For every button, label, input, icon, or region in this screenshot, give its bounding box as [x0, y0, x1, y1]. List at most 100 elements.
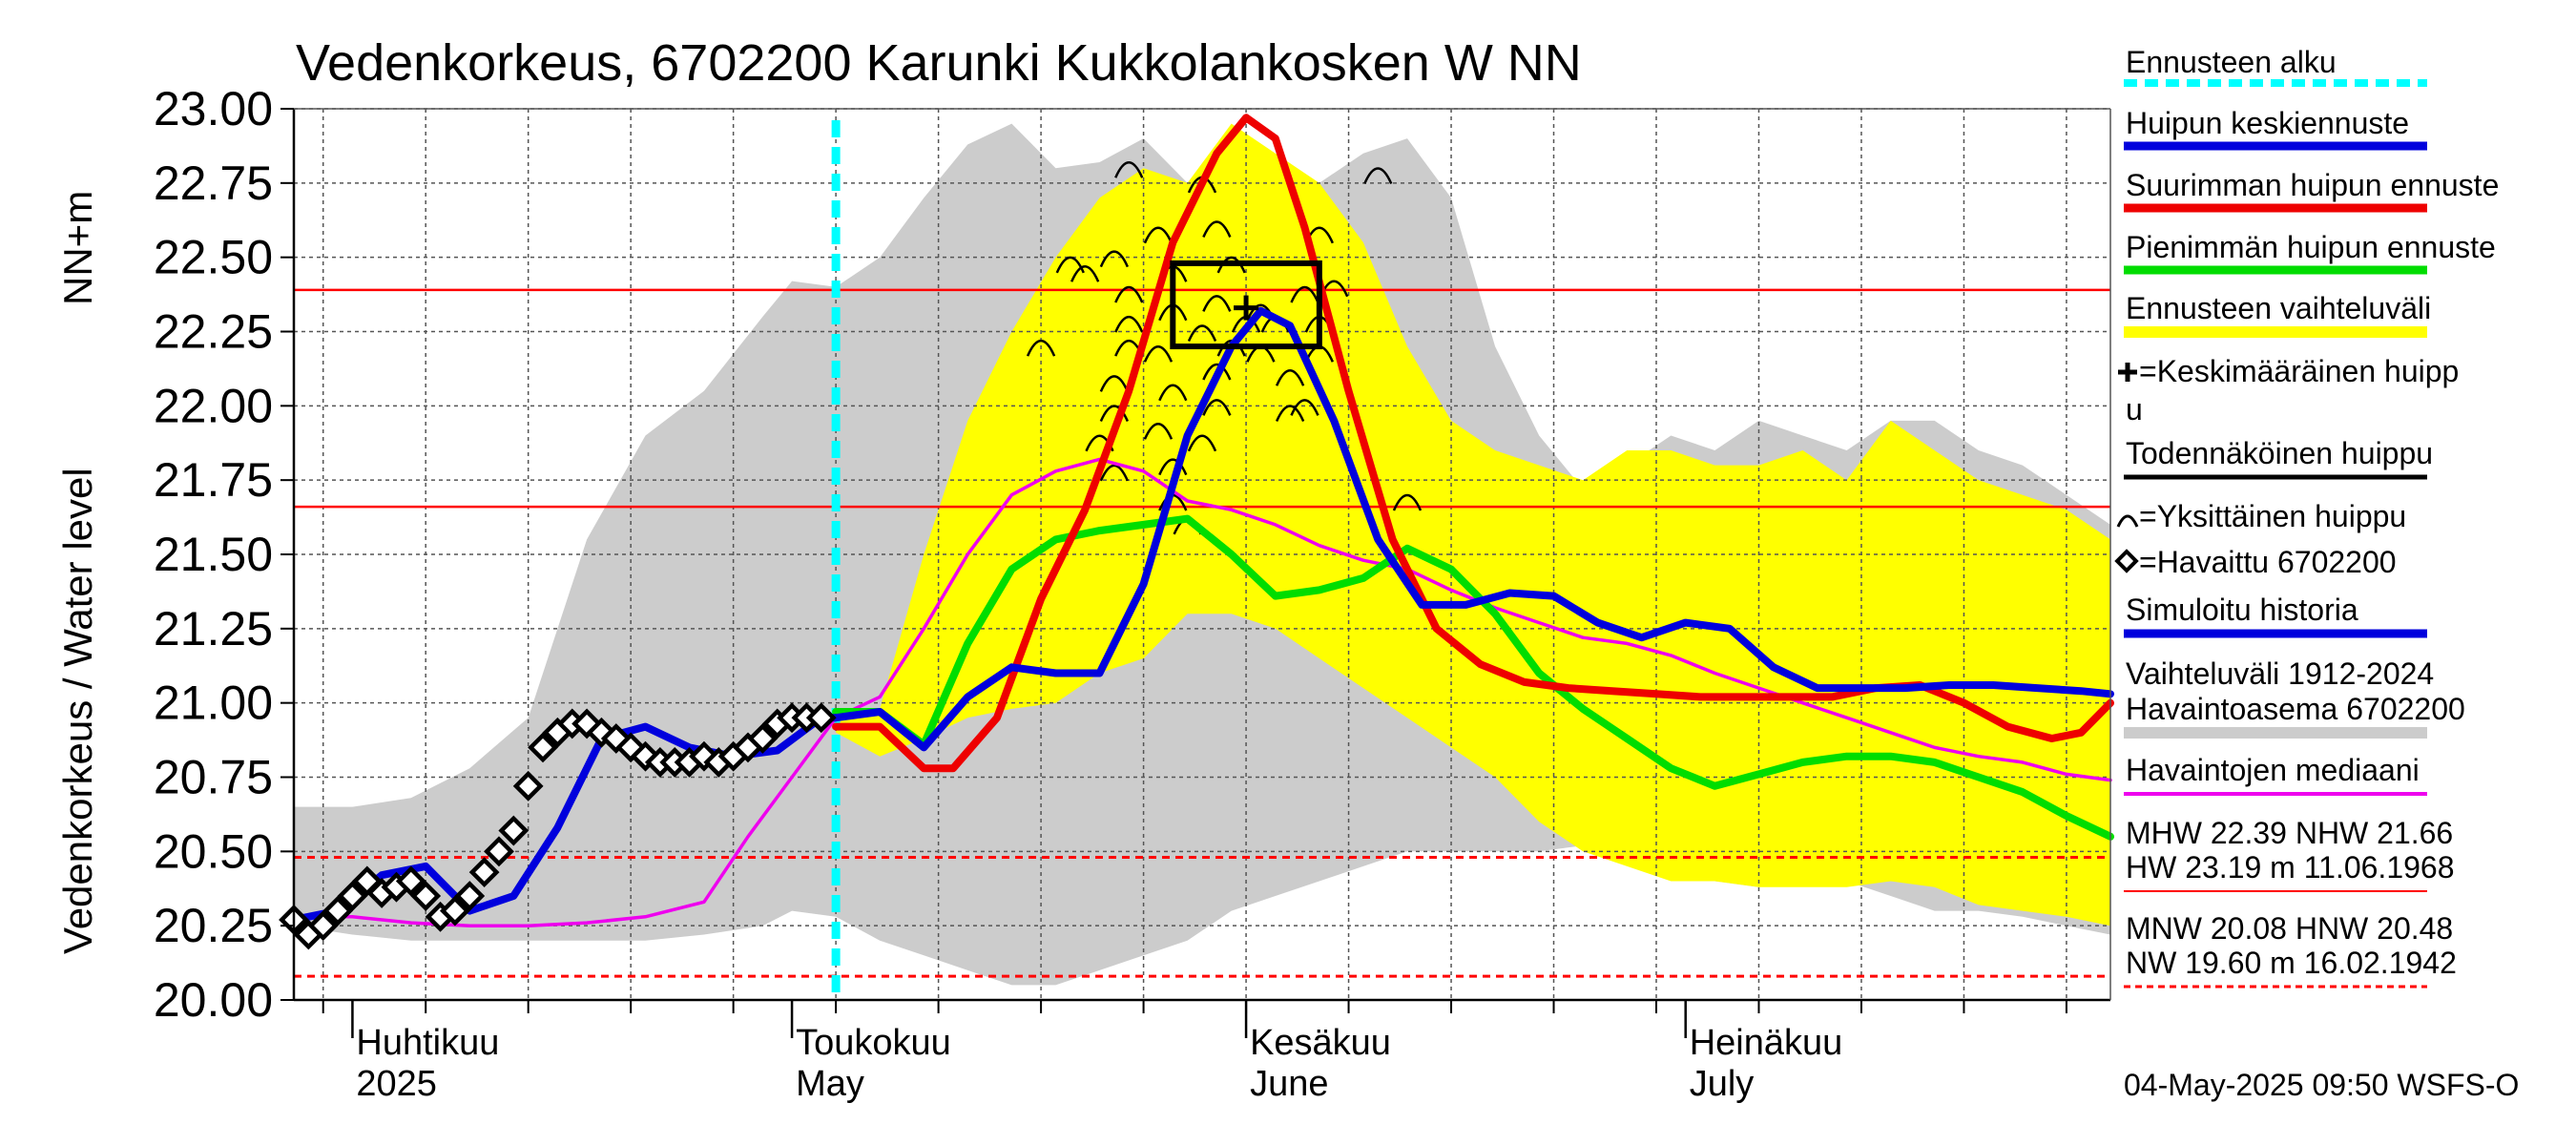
- series-layer: [290, 114, 2114, 927]
- individual-peak-marker: [1275, 405, 1305, 423]
- y-tick-label: 20.75: [154, 751, 273, 804]
- y-tick-label: 21.25: [154, 602, 273, 656]
- legend-likely-peak-label: Todennäköinen huippu: [2126, 436, 2433, 470]
- individual-peak-marker: [1290, 399, 1319, 416]
- y-axis-label: Vedenkorkeus / Water level: [55, 468, 100, 954]
- y-axis-unit: NN+m: [55, 191, 100, 305]
- individual-peak-marker: [1187, 324, 1217, 343]
- legend-stats-mnw: MNW 20.08 HNW 20.48: [2126, 911, 2453, 946]
- observed-point: [454, 881, 486, 911]
- legend-avg-peak-label-cont: u: [2126, 392, 2143, 427]
- individual-peak-marker: [1099, 375, 1130, 392]
- individual-peak-marker: [1216, 256, 1246, 274]
- legend-avg-peak-label: =Keskimääräinen huipp: [2139, 354, 2459, 388]
- observed-point: [512, 770, 544, 802]
- legend-stats-mhw: MHW 22.39 NHW 21.66: [2126, 816, 2453, 850]
- legend-single-peak-label: =Yksittäinen huippu: [2139, 499, 2406, 533]
- legend-mean-peak-label: Huipun keskiennuste: [2126, 106, 2409, 140]
- legend-observed-icon: [2114, 549, 2139, 573]
- y-tick-label: 22.50: [154, 231, 273, 284]
- legend-avg-peak-icon: [2118, 363, 2137, 382]
- observed-point: [439, 895, 470, 926]
- legend-hist-range-label: Vaihteluväli 1912-2024: [2126, 656, 2434, 691]
- individual-peak-marker: [1392, 493, 1423, 511]
- y-tick-label: 21.00: [154, 677, 273, 730]
- legend-single-peak-icon: [2116, 514, 2139, 528]
- individual-peak-marker: [1290, 285, 1319, 303]
- x-month-label-fi: Toukokuu: [796, 1023, 951, 1063]
- individual-peak-marker: [1158, 384, 1188, 402]
- y-tick-label: 20.50: [154, 824, 273, 878]
- observed-point: [337, 881, 368, 911]
- individual-peak-marker: [1114, 315, 1144, 333]
- chart-title: Vedenkorkeus, 6702200 Karunki Kukkolanko…: [296, 34, 1582, 92]
- observed-layer: [279, 702, 837, 950]
- forecast-range-band: [836, 123, 2110, 926]
- individual-peak-marker: [1363, 167, 1393, 184]
- individual-peaks-layer: [1026, 161, 1423, 535]
- y-tick-label: 20.25: [154, 899, 273, 952]
- x-month-label-fi: Kesäkuu: [1250, 1023, 1391, 1063]
- x-month-label-fi: Huhtikuu: [356, 1023, 499, 1063]
- x-month-label-en: July: [1690, 1064, 1755, 1104]
- observed-point: [805, 702, 837, 734]
- observed-point: [747, 723, 779, 754]
- observed-point: [322, 895, 353, 926]
- y-tick-label: 20.00: [154, 973, 273, 1027]
- individual-peak-marker: [1275, 368, 1305, 386]
- observed-point: [468, 857, 500, 888]
- legend-min-peak-label: Pienimmän huipun ennuste: [2126, 230, 2496, 264]
- y-tick-label: 22.75: [154, 156, 273, 210]
- individual-peak-marker: [1143, 423, 1174, 440]
- individual-peak-marker: [1202, 399, 1232, 416]
- x-month-label-en: June: [1250, 1064, 1328, 1104]
- y-tick-label: 21.75: [154, 453, 273, 507]
- individual-peak-marker: [1202, 363, 1232, 381]
- legend-stats-hw: HW 23.19 m 11.06.1968: [2126, 850, 2455, 885]
- individual-peak-marker: [1099, 250, 1130, 268]
- legend-stats-nw: NW 19.60 m 16.02.1942: [2126, 946, 2457, 980]
- legend-max-peak-label: Suurimman huipun ennuste: [2126, 168, 2499, 202]
- legend-median-label: Havaintojen mediaani: [2126, 753, 2420, 787]
- observed-point: [307, 910, 339, 942]
- individual-peak-marker: [1202, 220, 1232, 239]
- legend-range-label: Ennusteen vaihteluväli: [2126, 291, 2431, 325]
- individual-peak-marker: [1143, 226, 1174, 244]
- mean-peak-forecast-line: [832, 306, 2114, 752]
- individual-peak-marker: [1143, 345, 1174, 363]
- timestamp: 04-May-2025 09:50 WSFS-O: [2124, 1068, 2519, 1102]
- y-tick-label: 22.00: [154, 379, 273, 432]
- observed-point: [395, 865, 426, 897]
- individual-peak-marker: [1202, 295, 1232, 312]
- individual-peak-marker: [1070, 265, 1100, 282]
- legend: Ennusteen alku Huipun keskiennuste Suuri…: [2114, 45, 2499, 989]
- observed-point: [410, 881, 442, 911]
- y-tick-label: 23.00: [154, 82, 273, 135]
- legend-observed-label: =Havaittu 6702200: [2139, 545, 2397, 579]
- observed-point: [528, 732, 558, 763]
- x-month-label-en: 2025: [356, 1064, 437, 1104]
- observed-point: [484, 836, 514, 867]
- y-tick-label: 22.25: [154, 305, 273, 359]
- simulated-history-line: [290, 714, 841, 924]
- y-tick-label: 21.50: [154, 528, 273, 581]
- individual-peak-marker: [1099, 405, 1130, 423]
- likely-peak-box: [1170, 260, 1322, 350]
- individual-peak-marker: [1187, 434, 1217, 452]
- individual-peak-marker: [1099, 464, 1130, 482]
- individual-peak-marker: [1114, 285, 1144, 303]
- legend-forecast-start-label: Ennusteen alku: [2126, 45, 2337, 79]
- x-month-label-en: May: [796, 1064, 864, 1104]
- individual-peak-marker: [1158, 458, 1188, 476]
- x-month-label-fi: Heinäkuu: [1690, 1023, 1843, 1063]
- min-peak-forecast-line: [832, 514, 2114, 841]
- legend-hist-range-label-2: Havaintoasema 6702200: [2126, 692, 2465, 726]
- legend-sim-history-label: Simuloitu historia: [2126, 593, 2358, 627]
- median-line: [292, 457, 2112, 927]
- individual-peak-marker: [1026, 339, 1056, 357]
- individual-peak-marker: [1114, 161, 1144, 178]
- observed-point: [498, 815, 530, 846]
- axes-layer: 20.00 20.25 20.50 20.75 21.00 21.25 21.50 21.75…: [154, 82, 2111, 1104]
- reference-lines-layer: [294, 120, 2110, 1000]
